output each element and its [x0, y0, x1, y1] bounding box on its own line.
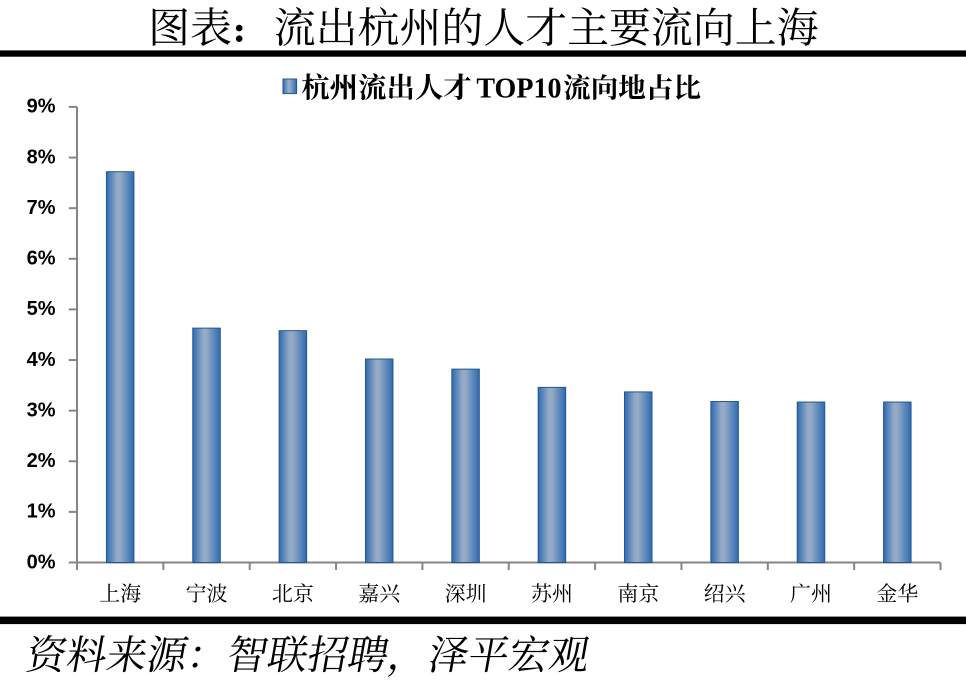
- svg-text:4%: 4%: [27, 349, 56, 371]
- svg-text:8%: 8%: [27, 146, 56, 168]
- svg-text:6%: 6%: [27, 248, 56, 270]
- svg-text:TOP10: TOP10: [476, 74, 561, 105]
- svg-text:2%: 2%: [27, 450, 56, 472]
- svg-text:3%: 3%: [27, 399, 56, 421]
- svg-text:0%: 0%: [27, 551, 56, 573]
- svg-text:9%: 9%: [27, 96, 56, 118]
- svg-text:7%: 7%: [27, 197, 56, 219]
- svg-text:1%: 1%: [27, 501, 56, 523]
- svg-text:5%: 5%: [27, 298, 56, 320]
